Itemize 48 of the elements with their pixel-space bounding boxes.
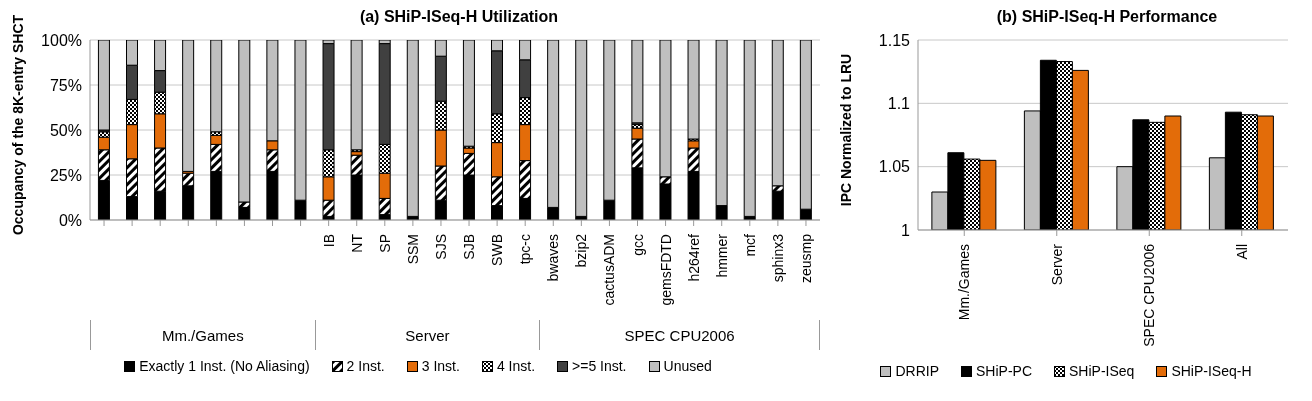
y-tick-label: 0% xyxy=(58,211,82,229)
legend-label: 2 Inst. xyxy=(346,358,385,374)
y-tick-label: 25% xyxy=(49,166,82,184)
y-axis-title: IPC Normalized to LRU xyxy=(838,53,854,207)
x-tick-label: NT xyxy=(348,233,365,253)
legend-label: Exactly 1 Inst. (No Aliasing) xyxy=(139,358,310,374)
y-tick-label: 1.05 xyxy=(878,158,911,176)
x-tick-label: sphinx3 xyxy=(769,233,786,283)
y-tick-label: 50% xyxy=(49,121,82,139)
text: Mm./Games xyxy=(90,320,315,350)
y-tick-label: 75% xyxy=(49,76,82,94)
x-tick-label: Server xyxy=(1048,243,1065,286)
chart-title: (a) SHiP-ISeq-H Utilization xyxy=(359,8,559,25)
x-tick-label: SJB xyxy=(461,234,478,260)
x-tick-label: SP xyxy=(376,234,393,253)
x-tick-label: SPEC CPU2006 xyxy=(1141,243,1158,347)
x-tick-label: mcf xyxy=(741,233,758,257)
x-tick-label: gcc xyxy=(629,234,646,256)
x-tick-label: SSM xyxy=(404,234,421,265)
chart-title: (b) SHiP-ISeq-H Performance xyxy=(995,8,1219,27)
x-tick-label: Mm./Games xyxy=(956,244,973,321)
x-tick-label: bzip2 xyxy=(573,233,590,268)
legend-label: DRRIP xyxy=(895,363,940,379)
x-tick-label: gemsFDTD xyxy=(657,234,674,306)
x-tick-label: bwaves xyxy=(545,234,562,282)
legend-label: Unused xyxy=(663,358,712,374)
x-tick-label: hmmer xyxy=(713,233,730,278)
text: Server xyxy=(314,320,540,350)
y-tick-label: 1.15 xyxy=(878,31,911,49)
x-tick-label: SWB xyxy=(489,234,506,266)
y-tick-label: 1.1 xyxy=(887,95,911,113)
x-tick-label: IB xyxy=(320,234,337,248)
text: SPEC CPU2006 xyxy=(539,320,820,350)
legend-label: SHiP-PC xyxy=(976,363,1033,379)
x-tick-label: cactusADM xyxy=(601,234,618,306)
legend-label: 3 Inst. xyxy=(421,358,460,374)
x-tick-label: h264ref xyxy=(685,233,702,282)
y-axis-title: Occupancy of the 8K-entry SHCT xyxy=(10,14,26,236)
legend-label: SHiP-ISeq xyxy=(1069,363,1135,379)
x-tick-label: SJS xyxy=(432,234,449,260)
x-tick-label: zeusmp xyxy=(797,233,814,284)
y-tick-label: 1 xyxy=(901,221,911,239)
legend-label: >=5 Inst. xyxy=(572,358,627,374)
x-tick-label: tpc-c xyxy=(517,234,534,265)
legend-label: SHiP-ISeq-H xyxy=(1171,363,1252,379)
x-tick-label: All xyxy=(1233,244,1250,260)
y-tick-label: 100% xyxy=(41,31,82,49)
legend-label: 4 Inst. xyxy=(496,358,536,374)
